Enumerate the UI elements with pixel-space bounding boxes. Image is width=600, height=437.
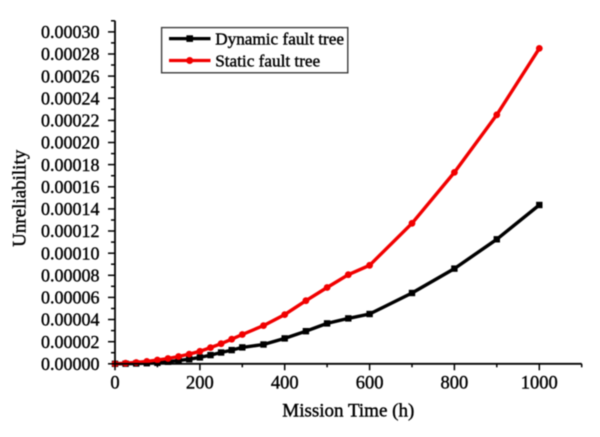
svg-text:0.00022: 0.00022 bbox=[41, 111, 100, 131]
svg-text:0.00028: 0.00028 bbox=[41, 44, 100, 64]
svg-text:0.00012: 0.00012 bbox=[41, 221, 100, 241]
svg-text:0.00030: 0.00030 bbox=[41, 22, 100, 42]
svg-text:1000: 1000 bbox=[521, 374, 558, 394]
svg-text:0.00014: 0.00014 bbox=[41, 199, 100, 219]
svg-text:Mission Time (h): Mission Time (h) bbox=[282, 401, 414, 422]
svg-text:Unreliability: Unreliability bbox=[10, 149, 31, 247]
svg-text:600: 600 bbox=[356, 374, 384, 394]
svg-text:0.00026: 0.00026 bbox=[41, 66, 100, 86]
svg-text:0.00002: 0.00002 bbox=[41, 332, 100, 352]
svg-text:Static fault tree: Static fault tree bbox=[215, 51, 320, 70]
svg-text:400: 400 bbox=[271, 374, 299, 394]
svg-text:800: 800 bbox=[441, 374, 469, 394]
svg-text:Dynamic fault tree: Dynamic fault tree bbox=[215, 29, 344, 48]
svg-text:0.00004: 0.00004 bbox=[41, 310, 100, 330]
svg-text:200: 200 bbox=[186, 374, 214, 394]
svg-text:0.00000: 0.00000 bbox=[41, 354, 100, 374]
svg-text:0.00020: 0.00020 bbox=[41, 133, 100, 153]
svg-text:0.00010: 0.00010 bbox=[41, 243, 100, 263]
svg-text:0.00008: 0.00008 bbox=[41, 266, 100, 286]
svg-text:0.00024: 0.00024 bbox=[41, 88, 100, 108]
svg-text:0.00006: 0.00006 bbox=[41, 288, 100, 308]
svg-text:0.00016: 0.00016 bbox=[41, 177, 100, 197]
svg-text:0.00018: 0.00018 bbox=[41, 155, 100, 175]
svg-text:0: 0 bbox=[110, 374, 119, 394]
